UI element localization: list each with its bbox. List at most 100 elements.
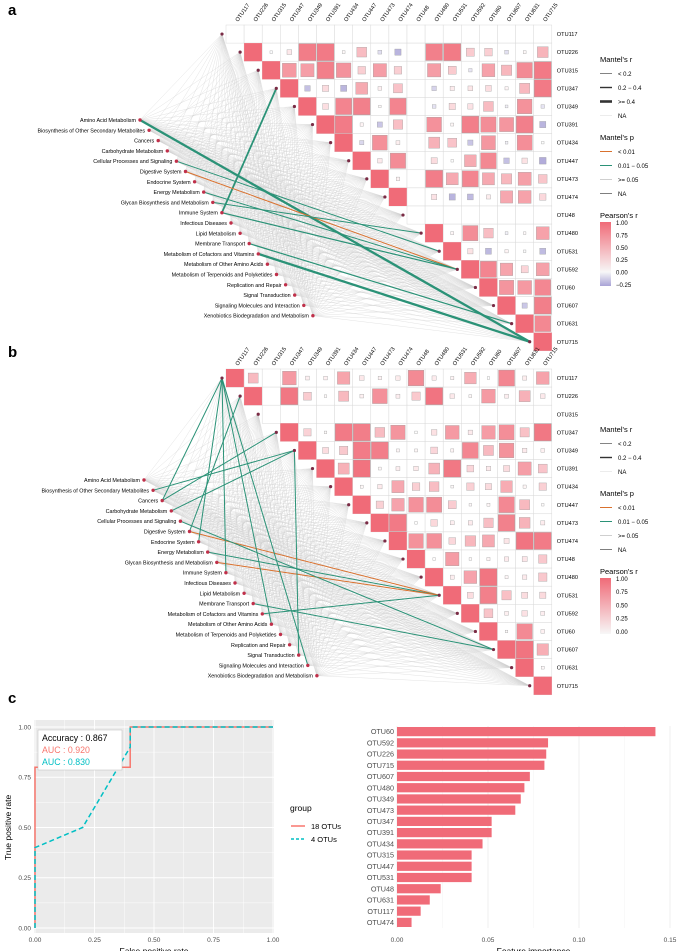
- heatmap-mark: [446, 172, 459, 186]
- row-label-OTU631: OTU631: [557, 322, 578, 328]
- heatmap-mark: [517, 172, 532, 186]
- heatmap-diagonal: [479, 622, 498, 641]
- heatmap-mark: [322, 447, 329, 454]
- heatmap-diagonal: [425, 568, 444, 587]
- mantel-link-ns: [285, 214, 404, 285]
- heatmap-mark: [360, 484, 364, 489]
- heatmap-cell: [461, 24, 480, 44]
- mantel-link-ns: [176, 33, 223, 162]
- mantel-link-sig: [189, 395, 241, 532]
- mantel-link-ns: [276, 214, 404, 275]
- mantel-link-ns: [316, 577, 422, 676]
- heatmap-mark: [448, 500, 457, 509]
- heatmap-mark: [393, 119, 403, 130]
- row-label-OTU226: OTU226: [557, 394, 578, 400]
- column-label-OTU473: OTU473: [380, 2, 397, 23]
- row-label-OTU592: OTU592: [557, 611, 578, 617]
- heatmap-mark: [534, 61, 552, 79]
- mantel-link-ns: [240, 196, 385, 234]
- mantel-link-ns: [294, 106, 314, 316]
- row-label-OTU531: OTU531: [557, 593, 578, 599]
- pathway-labels-a: Amino Acid Metabolism Biosynthesis of Oth…: [38, 118, 315, 320]
- mantel-link-ns: [258, 253, 494, 306]
- mantel-link-ns: [221, 34, 286, 285]
- roc-y-tick-label: 0.75: [18, 775, 31, 782]
- pathway-point: [315, 674, 319, 678]
- mantel-link-ns: [289, 595, 440, 645]
- mantel-link-ns: [316, 667, 512, 676]
- heatmap-mark: [521, 592, 528, 599]
- mantel-link-ns: [258, 196, 385, 255]
- heatmap-mark: [359, 375, 365, 381]
- heatmap-mark: [450, 520, 455, 526]
- roc-x-tick-label: 0.00: [29, 937, 42, 944]
- row-label-OTU607: OTU607: [557, 648, 578, 654]
- roc-legend-title: group: [290, 803, 312, 813]
- column-label-OTU349: OTU349: [307, 2, 324, 23]
- column-label-OTU315: OTU315: [271, 346, 288, 367]
- heatmap-mark: [462, 170, 479, 188]
- mantel-link-ns: [148, 33, 223, 131]
- mantel-link-ns: [171, 486, 331, 512]
- heatmap-mark: [504, 249, 509, 254]
- heatmap-mark: [482, 172, 495, 186]
- mantel-link-ns: [271, 624, 494, 650]
- heatmap-mark: [515, 532, 534, 550]
- mantel-link-ns: [276, 88, 304, 306]
- column-label-OTU347: OTU347: [289, 2, 306, 23]
- mantel-link-ns: [225, 572, 422, 578]
- column-label-OTU391: OTU391: [325, 2, 342, 23]
- importance-bar-OTU226: [397, 749, 547, 759]
- heatmap-diagonal: [316, 115, 335, 134]
- heatmap-mark: [498, 369, 515, 387]
- mantel-link-ns: [271, 595, 440, 625]
- heatmap-diagonal: [497, 640, 516, 659]
- heatmap-mark: [486, 194, 491, 200]
- heatmap-diagonal: [280, 79, 299, 98]
- pathway-label: Infectious Diseases: [184, 581, 231, 587]
- otu-point: [437, 593, 441, 597]
- heatmap-mark: [426, 496, 442, 513]
- heatmap-cell: [406, 169, 426, 189]
- mantel-link-ns: [239, 52, 250, 244]
- heatmap-mark: [521, 302, 528, 309]
- otu-point: [401, 557, 405, 561]
- heatmap-mark: [389, 514, 407, 532]
- heatmap-mark: [467, 139, 474, 146]
- mantel-link-ns: [289, 576, 422, 645]
- otu-point: [274, 86, 278, 90]
- heatmap-diagonal: [515, 658, 534, 677]
- heatmap-diagonal: [461, 604, 480, 623]
- mantel-link-ns: [312, 214, 404, 316]
- otu-point: [220, 376, 224, 380]
- heatmap-cell: [406, 60, 426, 80]
- pathway-label: Cellular Processes and Signaling: [97, 519, 176, 525]
- heatmap-cell: [461, 404, 480, 424]
- mantel-link-ns: [240, 233, 530, 342]
- otu-point: [220, 32, 224, 36]
- legend-pearson-title: Pearson's r: [600, 211, 638, 220]
- mantel-link-ns: [158, 33, 223, 141]
- mantel-link-ns: [225, 572, 512, 668]
- mantel-link-ns: [189, 378, 223, 532]
- mantel-link-sig: [198, 377, 223, 542]
- heatmap-mark: [431, 429, 438, 436]
- heatmap-mark: [359, 394, 364, 399]
- column-label-OTU447: OTU447: [361, 2, 378, 23]
- heatmap-mark: [450, 574, 455, 580]
- mantel-link-ns: [162, 500, 385, 542]
- heatmap-mark: [390, 152, 406, 169]
- pathway-point: [156, 138, 160, 143]
- heatmap-mark: [516, 115, 534, 134]
- row-label-OTU60: OTU60: [557, 629, 575, 635]
- mantel-link-ns: [149, 130, 349, 161]
- mantel-link-ns: [244, 576, 422, 594]
- heatmap-diagonal: [226, 369, 245, 388]
- heatmap-mark: [504, 575, 509, 579]
- heatmap-mark: [461, 115, 479, 134]
- heatmap-diagonal: [244, 43, 263, 62]
- heatmap-mark: [411, 391, 421, 401]
- heatmap-cell: [370, 404, 390, 424]
- pathway-point: [192, 180, 197, 184]
- mantel-link-ns: [289, 522, 367, 645]
